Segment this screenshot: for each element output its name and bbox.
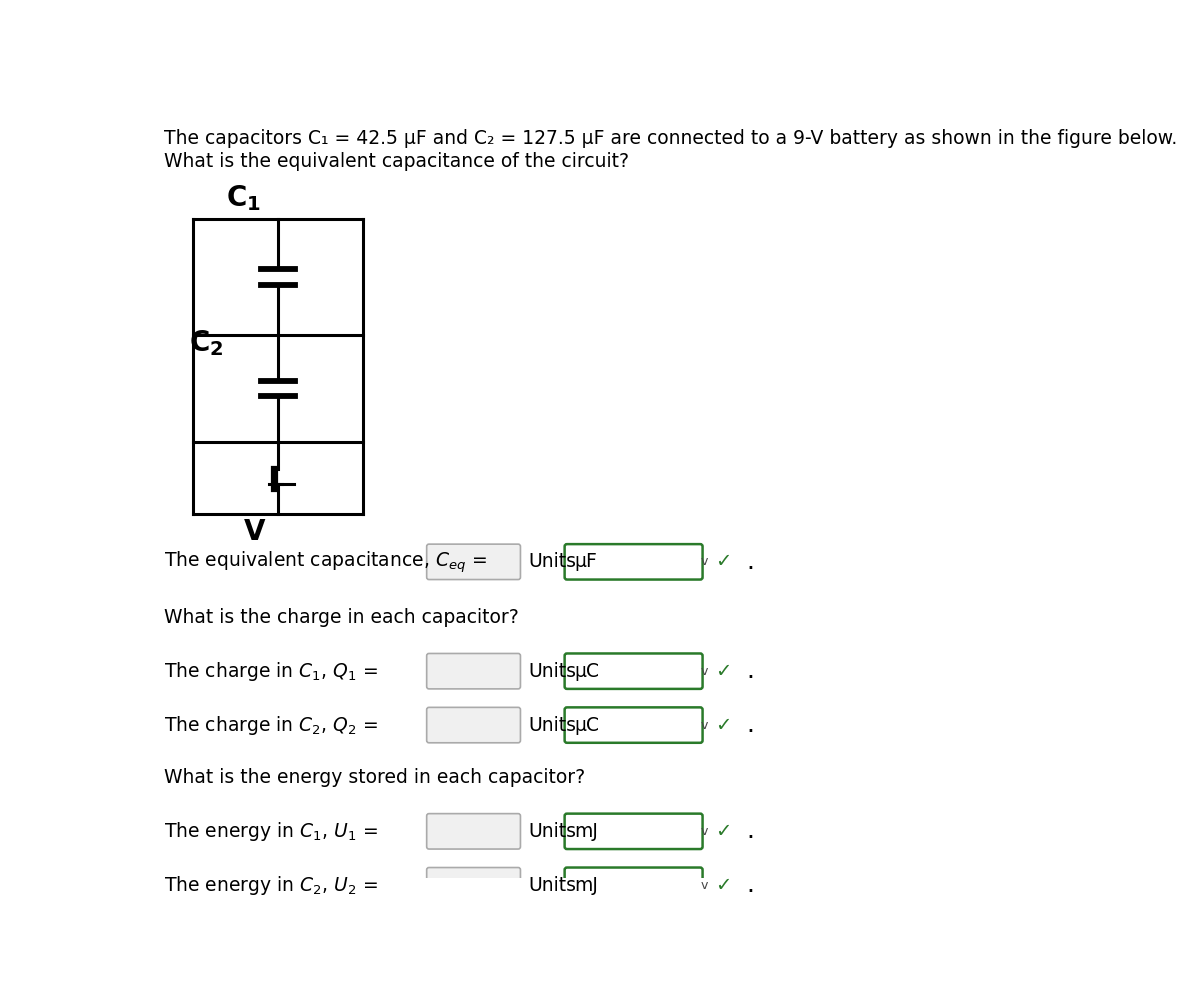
Text: ✓: ✓ <box>715 716 732 735</box>
Text: v: v <box>701 719 708 732</box>
Text: v: v <box>701 555 708 568</box>
FancyBboxPatch shape <box>427 654 521 689</box>
FancyBboxPatch shape <box>565 868 702 903</box>
FancyBboxPatch shape <box>565 654 702 689</box>
FancyBboxPatch shape <box>427 707 521 742</box>
Text: The charge in $C_2$, $Q_2$ =: The charge in $C_2$, $Q_2$ = <box>164 714 378 737</box>
FancyBboxPatch shape <box>565 813 702 849</box>
Text: .: . <box>746 874 755 897</box>
Text: $\mathbf{C_1}$: $\mathbf{C_1}$ <box>226 183 260 213</box>
Text: Units: Units <box>528 552 576 571</box>
Text: What is the charge in each capacitor?: What is the charge in each capacitor? <box>164 607 518 627</box>
FancyBboxPatch shape <box>565 707 702 742</box>
Text: ✓: ✓ <box>715 876 732 894</box>
Text: Units: Units <box>528 822 576 841</box>
FancyBboxPatch shape <box>427 544 521 580</box>
Text: The capacitors C₁ = 42.5 μF and C₂ = 127.5 μF are connected to a 9-V battery as : The capacitors C₁ = 42.5 μF and C₂ = 127… <box>164 129 1177 148</box>
Text: The energy in $C_2$, $U_2$ =: The energy in $C_2$, $U_2$ = <box>164 874 378 896</box>
FancyBboxPatch shape <box>427 813 521 849</box>
Text: The energy in $C_1$, $U_1$ =: The energy in $C_1$, $U_1$ = <box>164 819 378 843</box>
Text: ✓: ✓ <box>715 552 732 571</box>
Text: .: . <box>746 819 755 843</box>
Text: Units: Units <box>528 876 576 894</box>
Text: ✓: ✓ <box>715 662 732 680</box>
Text: Units: Units <box>528 716 576 735</box>
Text: μF: μF <box>575 552 598 571</box>
Text: mJ: mJ <box>575 876 599 894</box>
Text: What is the energy stored in each capacitor?: What is the energy stored in each capaci… <box>164 768 586 787</box>
Text: .: . <box>746 660 755 683</box>
Text: .: . <box>746 550 755 574</box>
Text: ✓: ✓ <box>715 822 732 841</box>
FancyBboxPatch shape <box>427 868 521 903</box>
Text: mJ: mJ <box>575 822 599 841</box>
Text: v: v <box>701 879 708 891</box>
Text: .: . <box>746 713 755 738</box>
Text: What is the equivalent capacitance of the circuit?: What is the equivalent capacitance of th… <box>164 152 629 172</box>
Text: The equivalent capacitance, $C_{eq}$ =: The equivalent capacitance, $C_{eq}$ = <box>164 549 487 575</box>
Text: v: v <box>701 825 708 838</box>
Text: The charge in $C_1$, $Q_1$ =: The charge in $C_1$, $Q_1$ = <box>164 660 378 682</box>
Text: Units: Units <box>528 662 576 680</box>
Text: μC: μC <box>575 662 600 680</box>
Text: μC: μC <box>575 716 600 735</box>
FancyBboxPatch shape <box>565 544 702 580</box>
Text: $\mathbf{C_2}$: $\mathbf{C_2}$ <box>188 328 223 358</box>
Text: $\mathbf{V}$: $\mathbf{V}$ <box>242 518 266 546</box>
Text: v: v <box>701 665 708 677</box>
